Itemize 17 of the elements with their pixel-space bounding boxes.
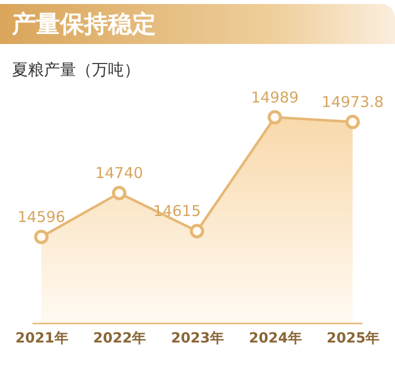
data-label: 14615 (153, 202, 201, 220)
data-label: 14596 (17, 208, 66, 226)
x-tick-label: 2024年 (248, 330, 302, 346)
chart-title: 产量保持稳定 (0, 4, 395, 44)
point (345, 114, 360, 130)
point (34, 230, 49, 244)
point (190, 224, 204, 238)
data-label: 14740 (95, 164, 144, 182)
x-tick-label: 2025年 (326, 330, 380, 346)
data-label: 14989 (250, 88, 299, 106)
x-tick-label: 2022年 (93, 330, 146, 346)
x-tick-label: 2023年 (171, 330, 224, 346)
y-axis-title: 夏粮产量（万吨） (12, 60, 141, 81)
point (112, 186, 126, 200)
data-label: 14973.8 (322, 92, 384, 111)
x-tick-label: 2021年 (15, 330, 68, 346)
point (268, 110, 282, 124)
